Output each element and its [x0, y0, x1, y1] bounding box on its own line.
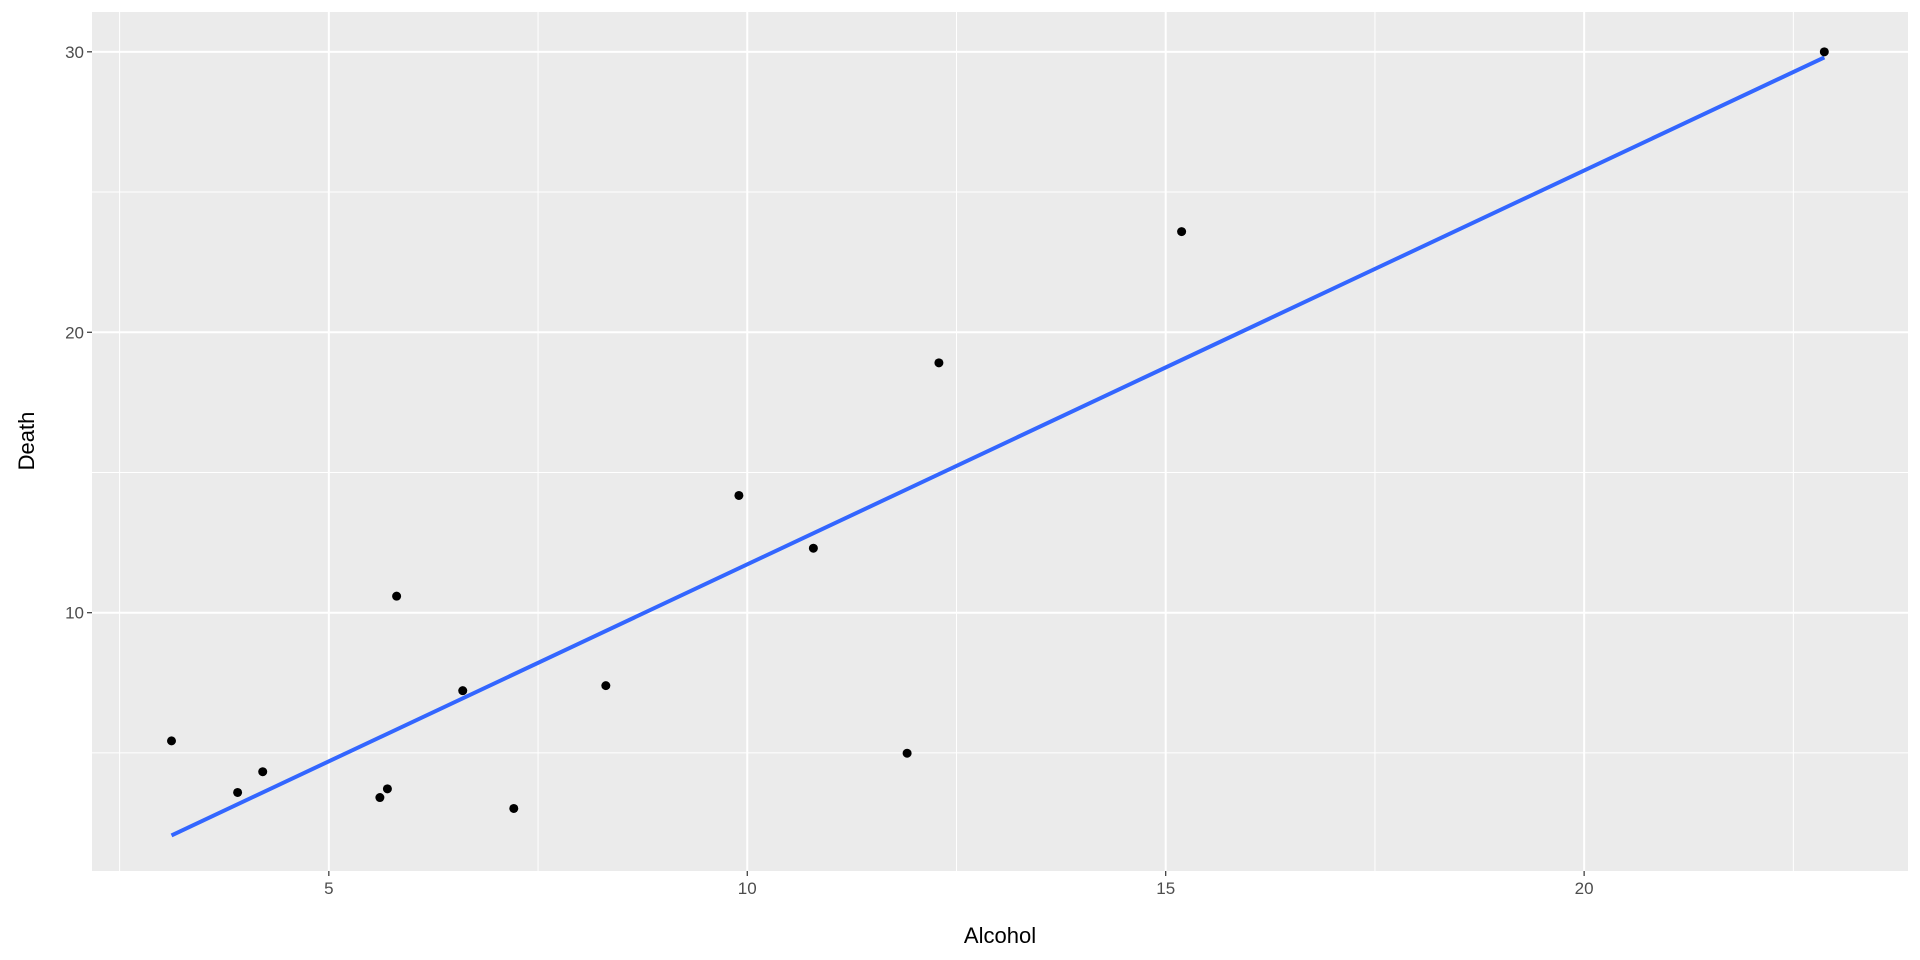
- data-point: [902, 748, 912, 758]
- data-point: [734, 490, 744, 500]
- plot-panel: [92, 12, 1908, 871]
- data-point: [375, 793, 385, 803]
- y-tick-label: 10: [65, 604, 84, 623]
- x-tick-label: 20: [1575, 879, 1594, 898]
- data-point: [1819, 47, 1829, 57]
- data-point: [601, 681, 611, 691]
- data-point: [233, 787, 243, 797]
- regression-line: [170, 55, 1826, 838]
- data-point: [258, 767, 268, 777]
- data-point: [1177, 227, 1187, 237]
- data-point: [167, 736, 177, 746]
- y-tick-label: 30: [65, 43, 84, 62]
- x-axis-label: Alcohol: [964, 923, 1036, 948]
- x-tick-label: 10: [738, 879, 757, 898]
- data-point: [509, 803, 519, 813]
- data-point: [392, 591, 402, 601]
- y-axis-label: Death: [14, 412, 39, 471]
- x-tick-label: 15: [1156, 879, 1175, 898]
- x-tick-label: 5: [324, 879, 333, 898]
- data-point: [382, 784, 392, 794]
- data-point: [808, 543, 818, 553]
- y-tick-label: 20: [65, 323, 84, 342]
- data-point: [934, 358, 944, 368]
- data-point: [458, 686, 468, 696]
